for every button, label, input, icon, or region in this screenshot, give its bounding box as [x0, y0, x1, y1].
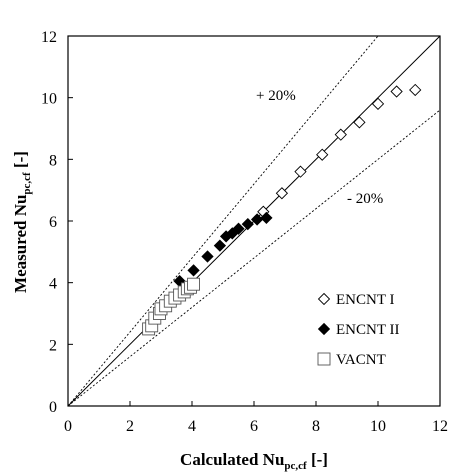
data-point-encnt-i [294, 165, 307, 178]
legend-label-encnt-i: ENCNT I [336, 292, 394, 308]
y-axis-title-main: Measured Nu [11, 195, 30, 293]
series-encnt-i [257, 83, 422, 218]
data-point-encnt-ii [187, 264, 200, 277]
data-point-encnt-ii [201, 250, 214, 263]
data-series [142, 83, 422, 336]
y-tick-label: 0 [49, 399, 57, 416]
legend-marker-encnt-i [317, 292, 331, 306]
data-point-vacnt [187, 277, 201, 291]
x-tick-label: 10 [370, 418, 386, 435]
legend-marker-encnt-ii [317, 322, 331, 336]
y-tick-label: 4 [49, 276, 57, 293]
x-tick-label: 6 [250, 418, 258, 435]
data-point-encnt-i [353, 116, 366, 129]
legend-label-vacnt: VACNT [336, 352, 386, 368]
x-axis-title-suffix: [-] [307, 450, 328, 469]
data-point-encnt-ii [241, 217, 254, 231]
x-tick-label: 0 [64, 418, 72, 435]
x-tick-label: 2 [126, 418, 134, 435]
annotation-plus-20: + 20% [256, 88, 296, 104]
x-axis-title-sub: pc,cf [284, 460, 307, 472]
axis-ticks: 0 2 4 6 8 10 12 0 2 4 6 8 10 12 [41, 29, 448, 435]
x-tick-label: 12 [432, 418, 448, 435]
x-axis-title: Calculated Nupc,cf [-] [180, 450, 328, 472]
legend: ENCNT I ENCNT II VACNT [317, 292, 399, 368]
annotations: + 20% - 20% [256, 88, 383, 207]
reference-line-minus-20 [67, 109, 441, 407]
y-tick-label: 2 [49, 337, 57, 354]
x-tick-label: 8 [312, 418, 320, 435]
data-point-encnt-i [409, 83, 422, 97]
data-point-encnt-ii [213, 239, 227, 252]
data-point-encnt-i [275, 187, 289, 200]
legend-marker-vacnt [317, 352, 331, 366]
y-tick-label: 10 [41, 91, 57, 108]
series-encnt-ii [173, 211, 273, 288]
y-tick-label: 6 [49, 214, 57, 231]
x-axis-title-main: Calculated Nu [180, 450, 284, 469]
data-point-encnt-ii [260, 211, 273, 225]
y-tick-label: 12 [41, 29, 57, 46]
x-tick-label: 4 [188, 418, 196, 435]
data-point-encnt-i [316, 148, 329, 161]
data-point-encnt-ii [250, 213, 264, 226]
y-axis-title-suffix: [-] [11, 151, 30, 172]
reference-line-plus-20 [67, 35, 379, 407]
y-axis-title: Measured Nupc,cf [-] [11, 151, 33, 293]
y-tick-label: 8 [49, 152, 57, 169]
data-point-encnt-i [334, 128, 347, 141]
legend-label-encnt-ii: ENCNT II [336, 322, 399, 338]
series-vacnt [142, 277, 201, 336]
data-point-encnt-i [390, 85, 403, 98]
annotation-minus-20: - 20% [347, 191, 383, 207]
data-point-encnt-i [371, 97, 385, 110]
data-point-encnt-ii [232, 222, 245, 235]
y-axis-title-sub: pc,cf [21, 172, 33, 195]
